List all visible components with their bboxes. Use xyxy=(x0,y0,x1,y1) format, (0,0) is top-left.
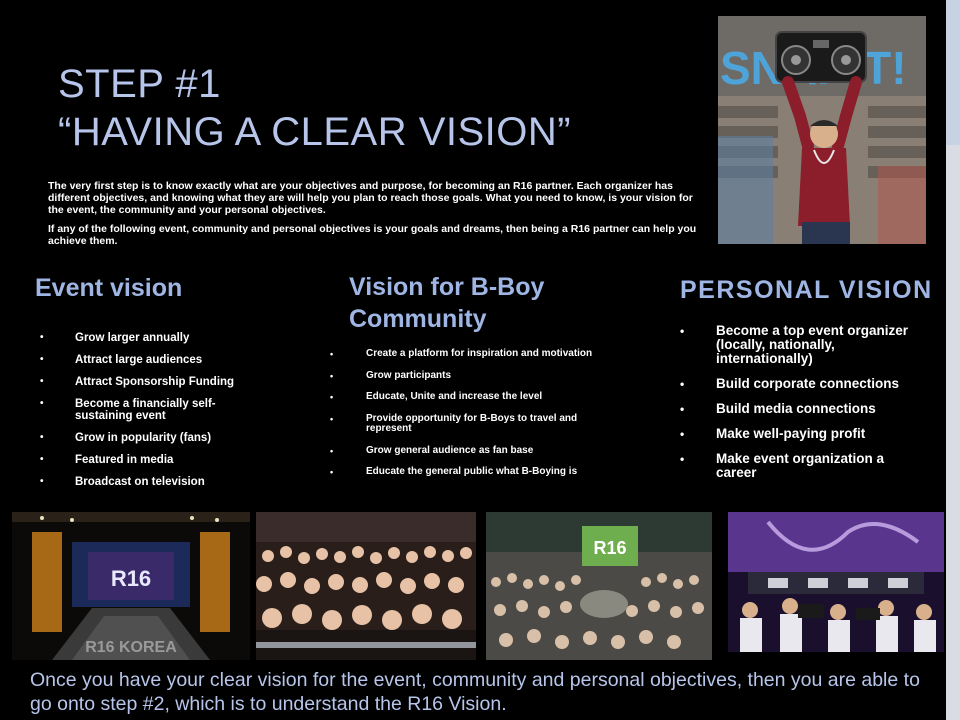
personal-vision-heading: PERSONAL VISION xyxy=(680,276,933,304)
list-item: Attract large audiences xyxy=(40,354,265,366)
list-item: Grow in popularity (fans) xyxy=(40,432,265,444)
list-item: Grow participants xyxy=(330,370,615,382)
personal-vision-list: Become a top event organizer (locally, n… xyxy=(680,324,925,491)
slide-edge-strip xyxy=(946,0,960,720)
stage-logo-text: R16 xyxy=(111,566,151,591)
list-item: Educate, Unite and increase the level xyxy=(330,391,615,403)
stage-banner-text: R16 KOREA xyxy=(85,639,177,656)
list-item: Make well-paying profit xyxy=(680,427,925,442)
edge-accent xyxy=(946,0,960,145)
event-vision-heading: Event vision xyxy=(35,274,183,302)
list-item: Create a platform for inspiration and mo… xyxy=(330,348,615,360)
title-line-2: “HAVING A CLEAR VISION” xyxy=(58,110,572,154)
list-item: Grow general audience as fan base xyxy=(330,445,615,457)
event-vision-list: Grow larger annually Attract large audie… xyxy=(40,332,265,498)
list-item: Build corporate connections xyxy=(680,377,925,392)
title-line-1: STEP #1 xyxy=(58,62,221,106)
community-vision-heading: Vision for B-Boy Community xyxy=(349,273,545,333)
photo-crowd xyxy=(256,512,476,660)
photo-outdoor-event: R16 xyxy=(486,512,712,660)
slide-title: STEP #1 “HAVING A CLEAR VISION” xyxy=(58,60,698,156)
event-sign-text: R16 xyxy=(593,538,626,558)
list-item: Make event organization a career xyxy=(680,452,925,480)
intro-text: The very first step is to know exactly w… xyxy=(48,180,703,254)
hero-photo-boombox: SNAP!T! xyxy=(718,16,926,244)
list-item: Broadcast on television xyxy=(40,476,265,488)
list-item: Educate the general public what B-Boying… xyxy=(330,466,615,478)
photo-camera-crew xyxy=(728,512,944,652)
community-vision-list: Create a platform for inspiration and mo… xyxy=(330,348,615,489)
intro-paragraph-2: If any of the following event, community… xyxy=(48,223,697,247)
list-item: Featured in media xyxy=(40,454,265,466)
list-item: Provide opportunity for B-Boys to travel… xyxy=(330,413,615,435)
list-item: Grow larger annually xyxy=(40,332,265,344)
list-item: Attract Sponsorship Funding xyxy=(40,376,265,388)
closing-text: Once you have your clear vision for the … xyxy=(30,669,920,715)
list-item: Become a financially self-sustaining eve… xyxy=(40,398,265,422)
intro-paragraph-1: The very first step is to know exactly w… xyxy=(48,180,693,216)
list-item: Build media connections xyxy=(680,402,925,417)
photo-stage: R16 R16 KOREA xyxy=(12,512,250,660)
list-item: Become a top event organizer (locally, n… xyxy=(680,324,925,366)
